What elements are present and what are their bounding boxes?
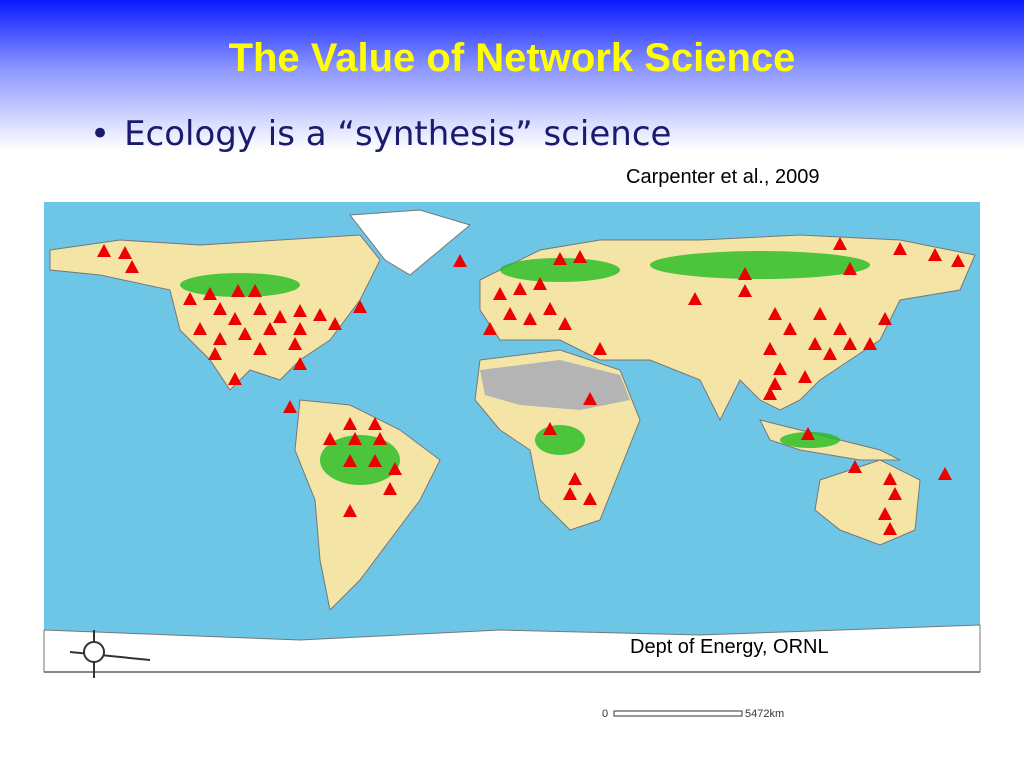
- site-marker: [228, 312, 242, 325]
- site-marker: [883, 472, 897, 485]
- site-marker: [263, 322, 277, 335]
- greenland: [349, 209, 472, 276]
- site-marker: [783, 322, 797, 335]
- site-marker: [483, 322, 497, 335]
- site-marker: [938, 467, 952, 480]
- site-marker: [843, 337, 857, 350]
- site-marker: [768, 307, 782, 320]
- site-marker: [213, 302, 227, 315]
- site-marker: [368, 417, 382, 430]
- site-marker: [125, 260, 139, 273]
- site-marker: [763, 342, 777, 355]
- site-marker: [543, 302, 557, 315]
- site-marker: [583, 392, 597, 405]
- site-marker: [343, 504, 357, 517]
- site-marker: [558, 317, 572, 330]
- site-marker: [118, 246, 132, 259]
- site-marker: [373, 432, 387, 445]
- site-marker: [453, 254, 467, 267]
- site-marker: [568, 472, 582, 485]
- site-marker: [688, 292, 702, 305]
- site-marker: [383, 482, 397, 495]
- site-marker: [353, 300, 367, 313]
- site-marker: [801, 427, 815, 440]
- site-marker: [763, 387, 777, 400]
- compass: [69, 630, 151, 678]
- site-marker: [893, 242, 907, 255]
- site-marker: [293, 304, 307, 317]
- site-marker: [813, 307, 827, 320]
- site-marker: [273, 310, 287, 323]
- site-marker: [97, 244, 111, 257]
- site-marker: [183, 292, 197, 305]
- site-marker: [293, 357, 307, 370]
- site-marker: [848, 460, 862, 473]
- site-marker: [503, 307, 517, 320]
- site-marker: [248, 284, 262, 297]
- site-marker: [833, 322, 847, 335]
- site-marker: [283, 400, 297, 413]
- site-marker: [323, 432, 337, 445]
- site-marker: [368, 454, 382, 467]
- slide-title: The Value of Network Science: [228, 36, 796, 80]
- site-marker: [523, 312, 537, 325]
- site-marker: [288, 337, 302, 350]
- bullet: • Ecology is a “synthesis” science: [90, 114, 672, 154]
- site-marker: [878, 507, 892, 520]
- site-marker: [293, 322, 307, 335]
- site-marker: [348, 432, 362, 445]
- site-marker: [231, 284, 245, 297]
- site-marker: [823, 347, 837, 360]
- site-marker: [878, 312, 892, 325]
- site-marker: [253, 342, 267, 355]
- site-marker: [798, 370, 812, 383]
- site-marker: [208, 347, 222, 360]
- site-marker: [583, 492, 597, 505]
- site-marker: [773, 362, 787, 375]
- site-marker: [328, 317, 342, 330]
- site-marker: [213, 332, 227, 345]
- site-marker: [238, 327, 252, 340]
- site-marker: [553, 252, 567, 265]
- site-marker: [533, 277, 547, 290]
- site-marker: [493, 287, 507, 300]
- site-marker: [203, 287, 217, 300]
- site-marker: [738, 284, 752, 297]
- site-marker: [343, 417, 357, 430]
- site-marker: [843, 262, 857, 275]
- site-marker: [228, 372, 242, 385]
- site-marker: [833, 237, 847, 250]
- map-credit: Dept of Energy, ORNL: [630, 636, 829, 658]
- site-marker: [808, 337, 822, 350]
- site-marker: [928, 248, 942, 261]
- scale-start: 0: [602, 708, 608, 720]
- site-marker: [738, 267, 752, 280]
- site-marker: [563, 487, 577, 500]
- site-marker: [768, 377, 782, 390]
- site-marker: [863, 337, 877, 350]
- bullet-text: Ecology is a “synthesis” science: [124, 114, 672, 154]
- site-marker: [193, 322, 207, 335]
- site-marker: [388, 462, 402, 475]
- site-marker: [513, 282, 527, 295]
- site-marker: [313, 308, 327, 321]
- site-marker: [573, 250, 587, 263]
- site-marker: [951, 254, 965, 267]
- site-marker: [883, 522, 897, 535]
- site-marker: [888, 487, 902, 500]
- scale-end: 5472km: [745, 708, 784, 720]
- site-marker: [543, 422, 557, 435]
- site-markers: [97, 237, 965, 535]
- scale-bar: [613, 710, 743, 717]
- site-marker: [253, 302, 267, 315]
- site-marker: [343, 454, 357, 467]
- site-marker: [593, 342, 607, 355]
- citation: Carpenter et al., 2009: [626, 166, 820, 188]
